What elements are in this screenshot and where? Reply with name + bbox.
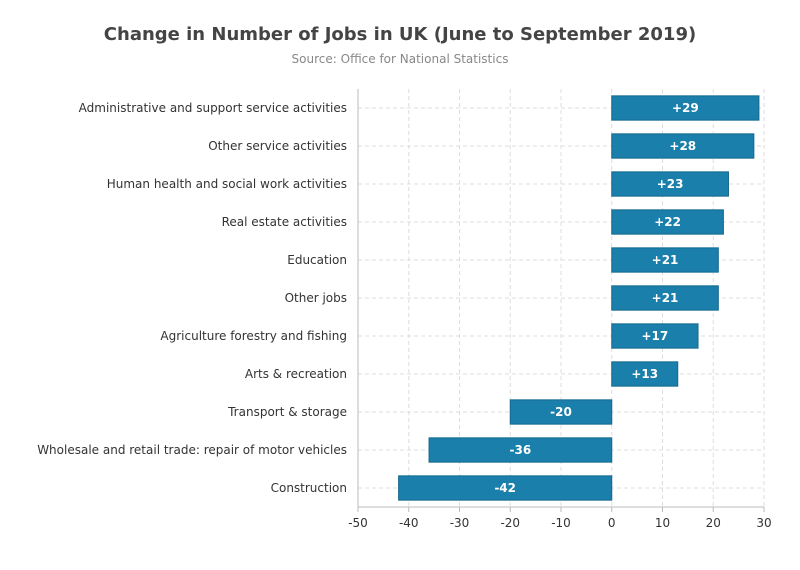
data-label: +17 <box>642 329 669 343</box>
chart-title: Change in Number of Jobs in UK (June to … <box>104 24 696 45</box>
x-tick-label: -30 <box>450 516 470 530</box>
bar <box>428 437 613 463</box>
category-label: Wholesale and retail trade: repair of mo… <box>37 443 347 457</box>
bar <box>611 323 699 349</box>
data-label: +29 <box>672 101 699 115</box>
data-label: +28 <box>669 139 696 153</box>
axes <box>357 89 765 512</box>
bar <box>611 361 679 387</box>
category-label: Other jobs <box>285 291 347 305</box>
bar <box>611 209 724 235</box>
x-tick-label: 30 <box>756 516 771 530</box>
x-tick-label: -50 <box>348 516 368 530</box>
bar <box>611 133 755 159</box>
bar <box>611 171 729 197</box>
x-tick-label: 10 <box>655 516 670 530</box>
category-label: Human health and social work activities <box>107 177 347 191</box>
x-tick-label: 0 <box>608 516 616 530</box>
bar <box>611 95 760 121</box>
data-label: +13 <box>631 367 658 381</box>
data-label: -36 <box>510 443 532 457</box>
category-label: Other service activities <box>208 139 347 153</box>
bars <box>398 95 760 501</box>
x-tick-label: -10 <box>551 516 571 530</box>
data-label: +21 <box>652 291 679 305</box>
chart-subtitle: Source: Office for National Statistics <box>292 52 509 66</box>
x-tick-label: 20 <box>706 516 721 530</box>
category-label: Transport & storage <box>227 405 347 419</box>
category-label: Education <box>287 253 347 267</box>
category-label: Administrative and support service activ… <box>79 101 347 115</box>
x-tick-labels: -50 -40 -30 -20 -10 0 10 20 30 <box>348 516 771 530</box>
category-label: Arts & recreation <box>245 367 347 381</box>
category-label: Real estate activities <box>222 215 347 229</box>
data-label: -20 <box>550 405 572 419</box>
bar <box>611 247 719 273</box>
category-label: Construction <box>271 481 347 495</box>
x-tick-label: -20 <box>500 516 520 530</box>
data-labels: +29 +28 +23 +22 +21 +21 +17 +13 -20 -36 -42 <box>494 101 698 495</box>
x-tick-label: -40 <box>399 516 419 530</box>
bar <box>398 475 613 501</box>
data-label: +23 <box>657 177 684 191</box>
category-label: Agriculture forestry and fishing <box>160 329 347 343</box>
data-label: +22 <box>654 215 681 229</box>
category-labels: Administrative and support service activ… <box>37 101 347 495</box>
data-label: -42 <box>494 481 516 495</box>
bar <box>611 285 719 311</box>
data-label: +21 <box>652 253 679 267</box>
bar <box>509 399 613 425</box>
